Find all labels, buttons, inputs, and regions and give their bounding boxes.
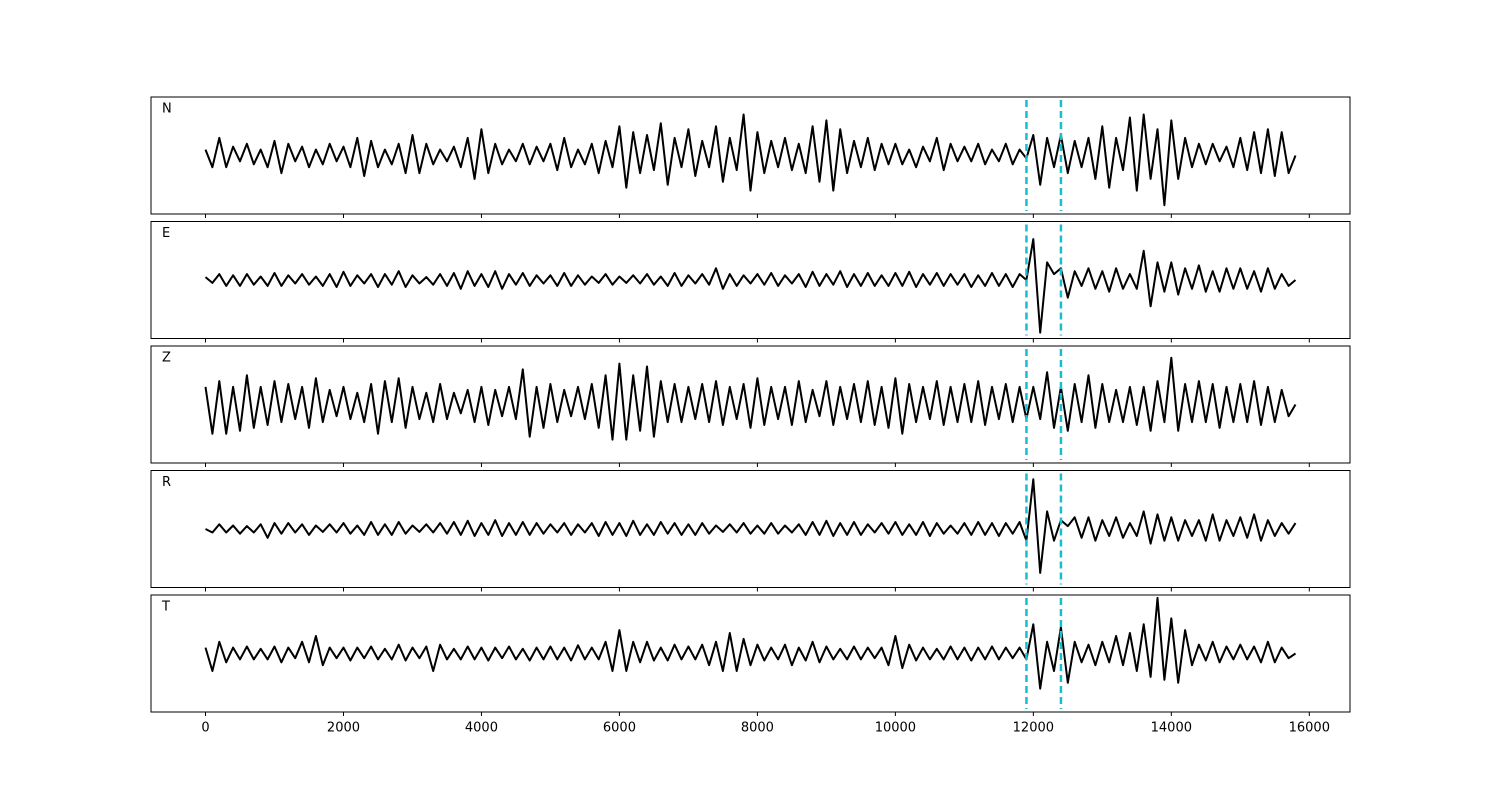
panel-frame (150, 345, 1351, 464)
trace (204, 596, 1297, 690)
x-tick-label: 12000 (1013, 721, 1054, 736)
panel-frame (150, 221, 1351, 339)
x-tick-label: 0 (201, 721, 209, 736)
trace (204, 238, 1297, 334)
trace (204, 113, 1297, 207)
x-tick-label: 4000 (465, 721, 498, 736)
panel-label: E (162, 226, 170, 241)
panel-label: Z (162, 351, 171, 366)
panel-frame (150, 594, 1351, 713)
x-tick-label: 10000 (875, 721, 916, 736)
panel-frame (150, 96, 1351, 215)
trace (204, 356, 1297, 441)
panel-label: R (162, 475, 171, 490)
panel-label: T (161, 600, 170, 615)
x-tick-label: 14000 (1151, 721, 1192, 736)
x-tick-label: 6000 (603, 721, 636, 736)
panel-frame (150, 470, 1351, 588)
panel-label: N (162, 102, 172, 117)
x-tick-label: 16000 (1289, 721, 1330, 736)
trace (205, 478, 1297, 574)
x-tick-label: 8000 (741, 721, 774, 736)
x-tick-label: 2000 (327, 721, 360, 736)
